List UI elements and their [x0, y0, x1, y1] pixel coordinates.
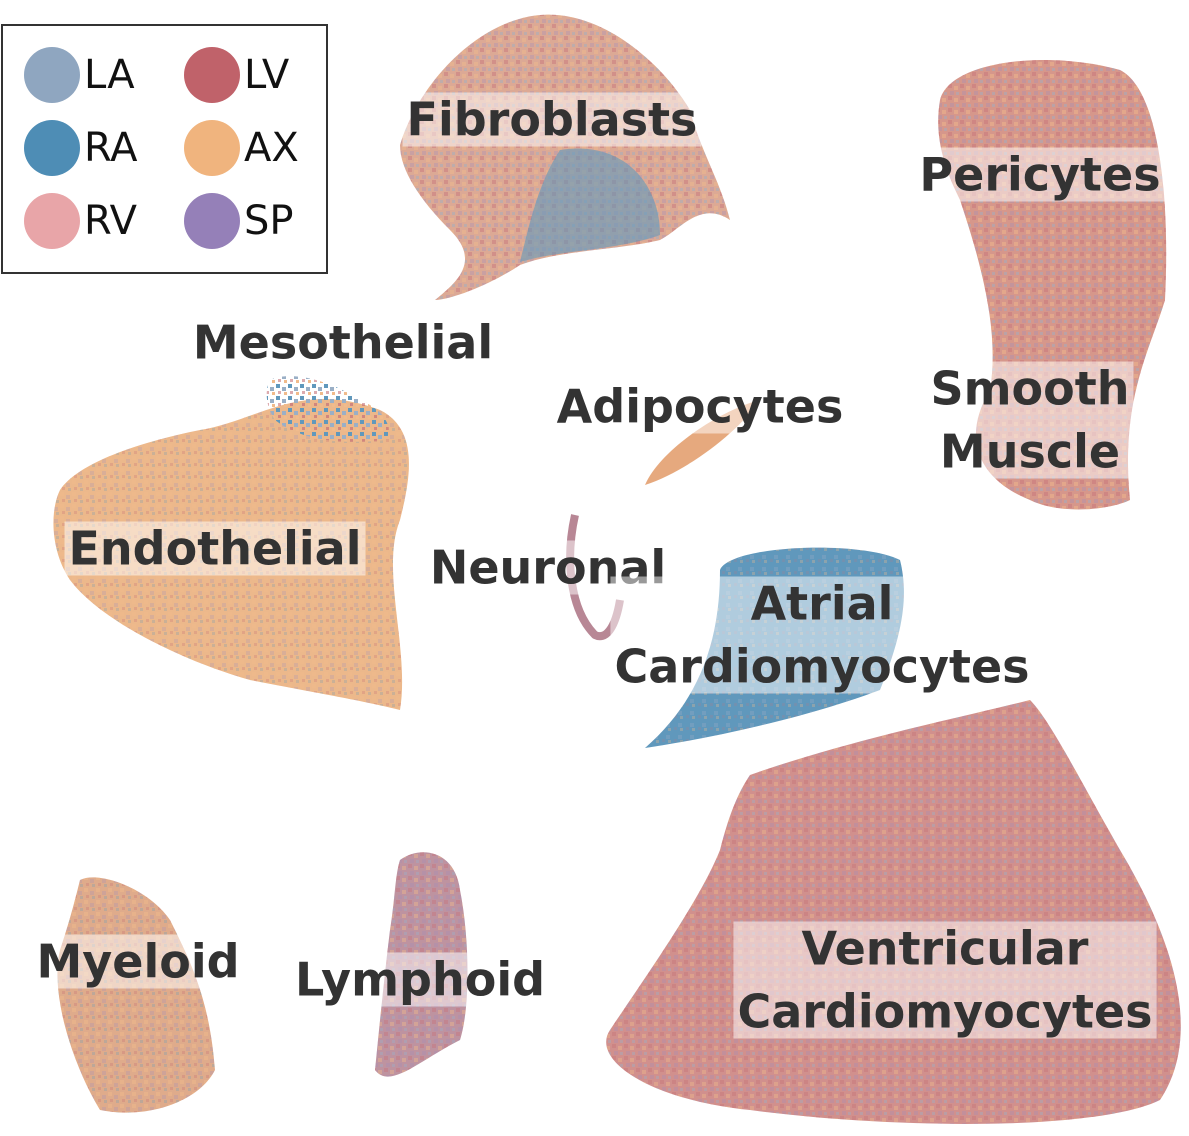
cluster-label-line: Endothelial [69, 522, 362, 576]
fibroblasts-ra [520, 148, 660, 262]
label-background [64, 521, 366, 576]
legend-swatch [184, 120, 240, 176]
cluster-label: Endothelial [64, 521, 366, 576]
cluster-label-line: Pericytes [919, 148, 1160, 202]
legend-label: LV [244, 52, 290, 98]
cluster-label: Adipocytes [552, 379, 848, 434]
cluster-label-line: Ventricular [802, 922, 1089, 976]
label-background [552, 379, 848, 434]
legend-label: RV [84, 198, 138, 244]
cluster-label: Ventricular Cardiomyocytes [733, 921, 1157, 1039]
legend-label: LA [84, 52, 135, 98]
legend-swatch [24, 120, 80, 176]
cluster-label: Lymphoid [290, 952, 550, 1007]
legend-label: RA [84, 125, 138, 171]
cluster-label: Myeloid [32, 934, 244, 989]
cluster-label: Mesothelial [188, 315, 498, 370]
cluster-label: Atrial Cardiomyocytes [610, 576, 1034, 694]
label-background [915, 147, 1165, 202]
label-background [926, 361, 1134, 479]
cluster-label-line: Fibroblasts [407, 93, 698, 147]
label-background [188, 315, 498, 370]
cluster-label: Neuronal [425, 540, 671, 595]
cluster-label: Fibroblasts [402, 92, 702, 147]
cluster-label-line: Mesothelial [193, 316, 493, 370]
cluster-label: Pericytes [915, 147, 1165, 202]
cluster-label-line: Lymphoid [295, 953, 545, 1007]
ventricular-texture [606, 700, 1181, 1124]
legend-label: AX [244, 125, 299, 171]
cluster-label-line: Myeloid [36, 935, 239, 989]
legend-swatch [24, 47, 80, 103]
legend: LA RA RV LV AX SP [24, 47, 299, 249]
cluster-label-line: Cardiomyocytes [614, 640, 1029, 694]
mesothelial-cloud [266, 376, 389, 442]
cluster-label-line: Smooth [930, 362, 1129, 416]
label-background [290, 952, 550, 1007]
legend-label: SP [244, 198, 294, 244]
legend-swatch [184, 47, 240, 103]
cluster-label-line: Atrial [751, 577, 894, 631]
cluster-label-line: Muscle [940, 425, 1120, 479]
legend-swatch [24, 193, 80, 249]
cluster-label-line: Adipocytes [557, 380, 844, 434]
myeloid-texture [57, 877, 216, 1113]
cluster-label: Smooth Muscle [926, 361, 1134, 479]
label-background [32, 934, 244, 989]
legend-swatch [184, 193, 240, 249]
cluster-label-line: Cardiomyocytes [737, 985, 1152, 1039]
label-background [733, 921, 1157, 1039]
label-background [402, 92, 702, 147]
cluster-labels: Fibroblasts Pericytes Mesothelial Adipocyte… [32, 92, 1165, 1039]
label-background [610, 576, 1034, 694]
